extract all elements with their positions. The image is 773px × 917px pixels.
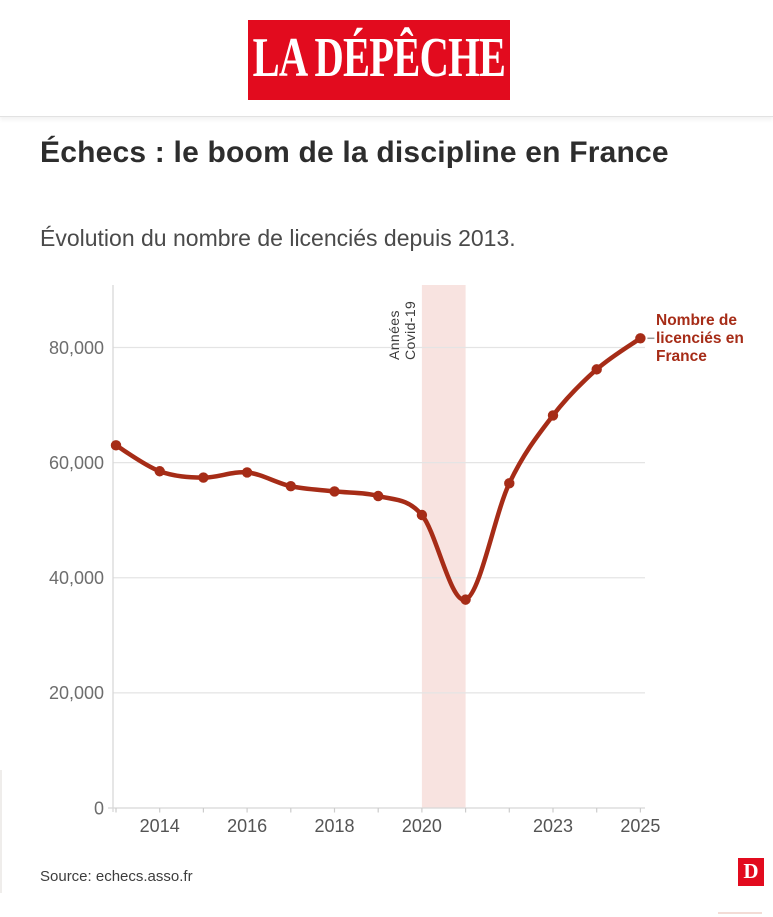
ladepeche-d-letter: D: [743, 858, 759, 883]
x-tick-label: 2018: [314, 816, 354, 836]
covid-band: [421, 285, 466, 808]
ladepeche-d-logo[interactable]: D: [738, 858, 764, 886]
y-tick-label: 0: [94, 798, 104, 818]
y-tick-label: 80,000: [49, 338, 104, 358]
left-edge-line: [0, 770, 2, 893]
ladepeche-logo-text: LA DÉPÊCHE: [252, 27, 506, 89]
masthead-header: LA DÉPÊCHE: [0, 0, 773, 117]
data-point: [416, 509, 428, 521]
covid-band-annotation: Années Covid-19: [386, 301, 418, 360]
x-tick-label: 2016: [227, 816, 267, 836]
series-label: Nombre de licenciés en France: [656, 312, 766, 366]
data-point: [460, 594, 471, 605]
data-point: [373, 490, 384, 502]
data-point: [110, 440, 122, 451]
x-tick-label: 2025: [620, 816, 660, 836]
covid-annotation-line-1: Années: [386, 310, 402, 360]
data-point: [198, 472, 209, 483]
y-tick-label: 40,000: [49, 568, 104, 588]
data-point: [241, 467, 253, 478]
series-label-line-1: Nombre de: [656, 312, 737, 329]
series-label-line-3: France: [656, 348, 707, 365]
bottom-right-edge-line: [718, 912, 762, 914]
data-point: [547, 410, 559, 421]
source-text: Source: echecs.asso.fr: [40, 868, 193, 885]
data-point: [285, 481, 296, 492]
data-point: [504, 478, 515, 489]
x-tick-label: 2023: [533, 816, 573, 836]
data-point: [329, 486, 340, 497]
data-point: [154, 466, 165, 477]
y-tick-label: 60,000: [49, 453, 104, 473]
x-tick-label: 2020: [402, 816, 442, 836]
series-label-line-2: licenciés en: [656, 330, 744, 347]
x-tick-label: 2014: [140, 816, 180, 836]
series-line: [113, 336, 643, 602]
article-subtitle: Évolution du nombre de licenciés depuis …: [40, 225, 516, 251]
data-point: [635, 333, 646, 344]
y-tick-label: 20,000: [49, 683, 104, 703]
covid-annotation-line-2: Covid-19: [402, 300, 418, 360]
data-point: [591, 364, 602, 375]
ladepeche-logo[interactable]: LA DÉPÊCHE: [248, 20, 510, 100]
article-title: Échecs : le boom de la discipline en Fra…: [40, 136, 669, 169]
